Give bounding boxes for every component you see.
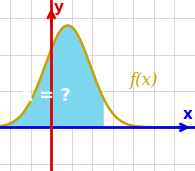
Text: A = ?: A = ? (19, 87, 71, 105)
Text: f(x): f(x) (129, 71, 158, 89)
Text: x: x (183, 107, 193, 122)
Text: y: y (53, 0, 64, 15)
